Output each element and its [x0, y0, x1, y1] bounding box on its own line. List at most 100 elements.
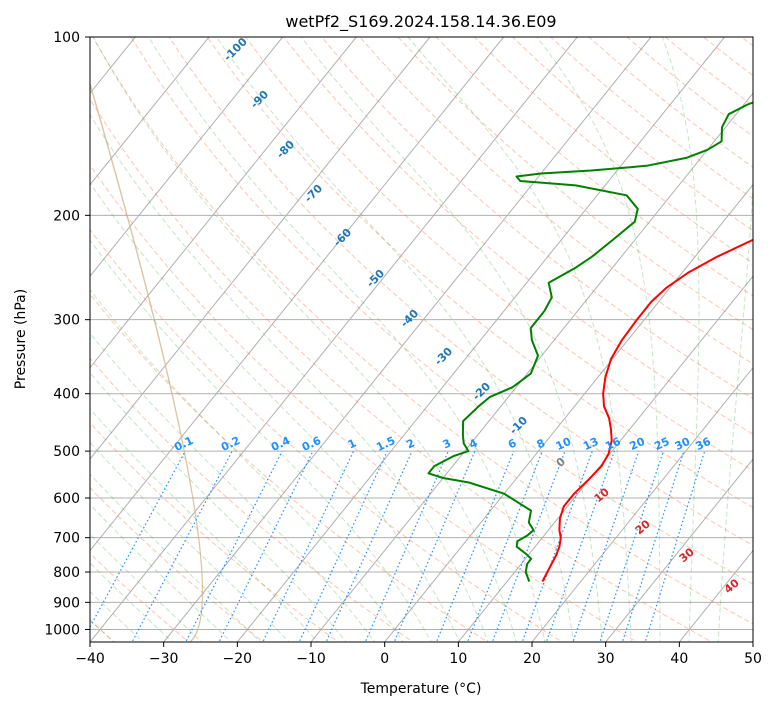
dry-adiabat	[397, 37, 753, 331]
dry-adiabat-label: -70	[302, 182, 325, 205]
moist-adiabat	[90, 113, 489, 642]
mixing-ratio-line	[298, 450, 388, 642]
isotherm-line	[0, 37, 62, 642]
dry-adiabat	[283, 37, 753, 435]
isotherm-line	[531, 366, 753, 642]
temperature-profile-line	[541, 238, 753, 582]
dry-adiabat-label: -60	[331, 226, 354, 249]
mixing-ratio-label: 30	[673, 435, 693, 453]
dry-adiabat	[168, 37, 753, 547]
decorative-curve	[90, 83, 204, 642]
x-tick-label: 30	[597, 651, 615, 667]
isotherm-line	[90, 37, 578, 642]
dry-adiabat	[90, 357, 414, 642]
x-tick-label: −20	[223, 651, 253, 667]
isotherm-line	[384, 183, 753, 642]
mixing-ratio-label: 2	[404, 436, 416, 451]
isotherm-line	[163, 37, 652, 642]
mixing-ratio-label: 20	[628, 435, 648, 453]
x-tick-label: 0	[380, 651, 389, 667]
dry-adiabat	[92, 37, 753, 625]
mixing-ratio-label: 3	[441, 436, 453, 451]
moist-adiabat	[717, 179, 753, 642]
dry-adiabat	[245, 37, 753, 472]
moist-adiabat	[92, 37, 518, 642]
mixing-ratio-label: 6	[506, 436, 519, 451]
mixing-ratio-line	[435, 450, 515, 642]
dry-adiabat-label: -50	[364, 267, 387, 290]
isotherm-line	[310, 92, 753, 642]
mixing-ratio-label: 10	[554, 435, 574, 453]
moist-adiabat-label: 40	[722, 576, 742, 596]
x-axis-title: Temperature (°C)	[360, 681, 482, 697]
x-tick-label: 50	[744, 651, 762, 667]
dry-adiabat	[512, 37, 753, 232]
y-tick-label: 500	[53, 444, 80, 460]
dry-adiabat	[90, 552, 190, 642]
dewpoint-profile-line	[427, 101, 753, 582]
mixing-ratio-line	[466, 450, 543, 642]
dry-adiabat-label: -30	[432, 345, 455, 368]
mixing-ratio-line	[218, 450, 314, 642]
dry-adiabat	[206, 37, 753, 509]
mixing-ratio-label: 25	[652, 435, 671, 453]
mixing-ratio-line	[491, 450, 566, 642]
moist-adiabat	[216, 37, 575, 642]
x-tick-label: −40	[75, 651, 105, 667]
dry-adiabat	[321, 37, 753, 400]
y-tick-label: 1000	[44, 622, 80, 638]
moist-adiabat	[90, 441, 290, 642]
moist-adiabat	[90, 473, 261, 642]
mixing-ratio-label: 8	[535, 436, 547, 451]
y-tick-label: 800	[53, 565, 80, 581]
x-tick-label: −30	[149, 651, 179, 667]
isotherm-line	[457, 275, 753, 642]
mixing-ratio-line	[364, 450, 449, 642]
mixing-ratio-line	[621, 450, 685, 642]
mixing-ratio-line	[90, 450, 186, 629]
isotherm-line	[678, 549, 753, 642]
dry-adiabat	[741, 37, 753, 47]
moist-adiabat	[536, 37, 661, 642]
moist-adiabat-label: 0	[554, 455, 568, 470]
y-tick-label: 700	[53, 531, 80, 547]
moist-adiabat-label: 30	[677, 545, 697, 565]
moist-adiabat	[661, 37, 700, 642]
isotherm-line	[236, 37, 726, 642]
isotherm-line	[752, 641, 753, 642]
y-tick-label: 900	[53, 595, 80, 611]
moist-adiabat	[148, 37, 546, 642]
isotherm-line	[90, 37, 431, 460]
isotherm-line	[605, 458, 753, 642]
x-tick-label: 10	[449, 651, 467, 667]
dry-adiabat-label: -100	[221, 35, 250, 64]
dry-adiabat	[90, 163, 639, 642]
y-tick-label: 600	[53, 491, 80, 507]
mixing-ratio-line	[393, 450, 476, 642]
mixing-ratio-line	[185, 450, 283, 642]
y-tick-label: 100	[53, 30, 80, 46]
moist-adiabat	[90, 371, 347, 642]
mixing-ratio-label: 13	[581, 435, 600, 453]
x-tick-label: 40	[670, 651, 688, 667]
dry-adiabat	[90, 421, 340, 642]
isotherm-line	[90, 37, 284, 277]
moist-adiabat	[90, 408, 319, 642]
mixing-ratio-line	[131, 450, 233, 642]
dry-adiabat-label: -20	[470, 380, 493, 403]
mixing-ratio-label: 4	[467, 436, 480, 451]
mixing-ratio-label: 16	[603, 435, 623, 453]
mixing-ratio-line	[262, 450, 355, 642]
dry-adiabat-label: -80	[274, 138, 297, 161]
moist-adiabat	[90, 288, 404, 642]
moist-adiabat	[300, 37, 603, 642]
plot-frame	[89, 36, 754, 643]
dry-adiabat	[90, 486, 265, 642]
moist-adiabat	[90, 332, 376, 642]
moist-adiabat	[407, 37, 632, 642]
mixing-ratio-line	[644, 450, 706, 642]
dry-adiabat	[90, 228, 564, 642]
y-tick-label: 400	[53, 387, 80, 403]
